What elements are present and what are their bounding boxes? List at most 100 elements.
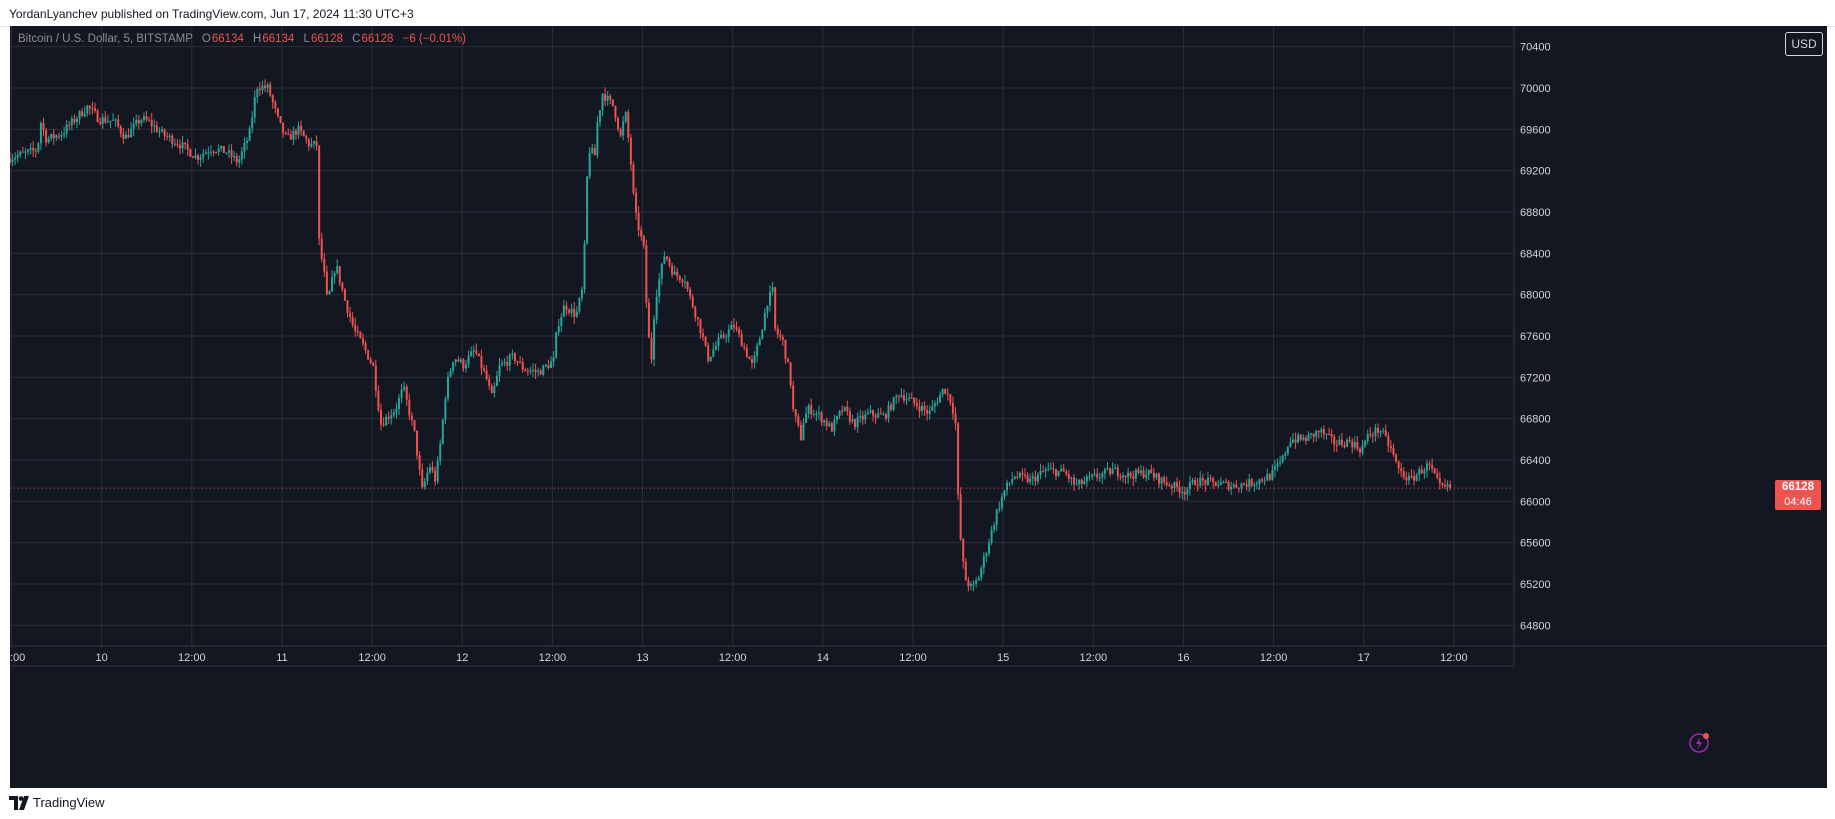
candle-body bbox=[1379, 431, 1382, 433]
candle-body bbox=[676, 271, 679, 277]
x-tick-label: 12:00 bbox=[539, 652, 567, 664]
candle-body bbox=[1127, 472, 1130, 478]
candle-body bbox=[802, 422, 805, 441]
candle-body bbox=[1091, 474, 1094, 477]
candle-body bbox=[766, 305, 769, 313]
candle-body bbox=[65, 124, 68, 134]
candle-body bbox=[168, 135, 171, 137]
candle-body bbox=[712, 349, 715, 357]
candle-body bbox=[109, 120, 112, 122]
candle-body bbox=[171, 135, 174, 145]
candle-body bbox=[356, 331, 359, 333]
candle-body bbox=[1150, 469, 1153, 474]
candle-body bbox=[78, 111, 81, 119]
candle-body bbox=[336, 266, 339, 273]
candle-body bbox=[1114, 467, 1117, 469]
candle-body bbox=[1024, 474, 1027, 476]
candle-body bbox=[325, 271, 328, 295]
candle-body bbox=[591, 147, 594, 153]
candle-body bbox=[215, 151, 218, 153]
candle-body bbox=[60, 135, 63, 137]
candle-body bbox=[1093, 473, 1096, 475]
publisher-bar: YordanLyanchev published on TradingView.… bbox=[0, 0, 1835, 27]
candle-body bbox=[957, 423, 960, 495]
candle-body bbox=[47, 138, 50, 143]
candle-body bbox=[1158, 473, 1161, 484]
candle-body bbox=[722, 334, 725, 338]
candle-body bbox=[673, 271, 676, 275]
candle-body bbox=[936, 402, 939, 404]
x-tick-label: 12:00 bbox=[10, 652, 25, 664]
candle-body bbox=[88, 105, 91, 108]
candle-body bbox=[689, 288, 692, 297]
candle-body bbox=[351, 317, 354, 325]
candle-body bbox=[1392, 448, 1395, 455]
x-tick-label: 10 bbox=[96, 652, 108, 664]
candle-body bbox=[1163, 477, 1166, 483]
currency-button[interactable]: USD bbox=[1785, 32, 1823, 56]
candle-body bbox=[176, 143, 179, 145]
candle-body bbox=[1039, 471, 1042, 475]
candle-body bbox=[748, 356, 751, 360]
candle-body bbox=[959, 494, 962, 540]
candle-body bbox=[199, 157, 202, 160]
candle-body bbox=[828, 423, 831, 427]
candle-body bbox=[1286, 446, 1289, 454]
candle-body bbox=[287, 133, 290, 135]
candle-body bbox=[601, 93, 604, 111]
candle-body bbox=[1248, 479, 1251, 487]
candle-body bbox=[964, 561, 967, 581]
candle-body bbox=[774, 287, 777, 329]
candle-body bbox=[1168, 485, 1171, 487]
candle-body bbox=[271, 95, 274, 103]
candle-body bbox=[501, 363, 504, 366]
candle-body bbox=[1263, 480, 1266, 482]
candle-body bbox=[725, 336, 728, 338]
candle-body bbox=[1343, 445, 1346, 447]
candle-body bbox=[189, 149, 192, 157]
candle-body bbox=[1297, 434, 1300, 443]
candle-body bbox=[1382, 430, 1385, 432]
candle-body bbox=[390, 415, 393, 419]
chart-panel[interactable]: 64800 65200 65600 66000 66400 66800 67200 67600… bbox=[10, 26, 1827, 788]
candle-body bbox=[588, 152, 591, 177]
candle-body bbox=[297, 125, 300, 135]
candle-body bbox=[763, 312, 766, 330]
lightning-bolt-icon[interactable] bbox=[1687, 731, 1711, 755]
candle-body bbox=[385, 416, 388, 426]
candle-body bbox=[155, 125, 158, 132]
candle-body bbox=[861, 415, 864, 420]
candle-body bbox=[696, 317, 699, 320]
candlestick-chart[interactable]: 64800 65200 65600 66000 66400 66800 67200 67600… bbox=[10, 26, 1827, 788]
candle-body bbox=[1147, 469, 1150, 475]
candle-body bbox=[408, 399, 411, 416]
y-tick-label: 69600 bbox=[1520, 124, 1551, 136]
candle-body bbox=[640, 230, 643, 236]
candle-body bbox=[439, 443, 442, 461]
candle-body bbox=[910, 397, 913, 399]
candle-body bbox=[980, 567, 983, 579]
candle-body bbox=[1402, 471, 1405, 478]
candle-body bbox=[949, 394, 952, 404]
candle-body bbox=[596, 122, 599, 156]
candle-body bbox=[1294, 439, 1297, 443]
candle-body bbox=[441, 419, 444, 444]
candle-body bbox=[29, 147, 32, 150]
candle-body bbox=[761, 329, 764, 340]
candle-body bbox=[1042, 471, 1045, 473]
candle-body bbox=[990, 529, 993, 543]
legend-high: 66134 bbox=[262, 33, 295, 45]
candle-body bbox=[1423, 470, 1426, 474]
candle-body bbox=[1253, 484, 1256, 486]
candle-body bbox=[874, 415, 877, 418]
candle-body bbox=[642, 235, 645, 246]
candle-body bbox=[1116, 467, 1119, 477]
candle-body bbox=[1389, 446, 1392, 449]
candle-body bbox=[238, 159, 241, 163]
candle-body bbox=[63, 133, 66, 136]
candle-body bbox=[1212, 478, 1215, 482]
legend-close: 66128 bbox=[361, 33, 394, 45]
candle-body bbox=[1395, 454, 1398, 462]
candle-body bbox=[1000, 496, 1003, 509]
candle-body bbox=[1304, 437, 1307, 441]
